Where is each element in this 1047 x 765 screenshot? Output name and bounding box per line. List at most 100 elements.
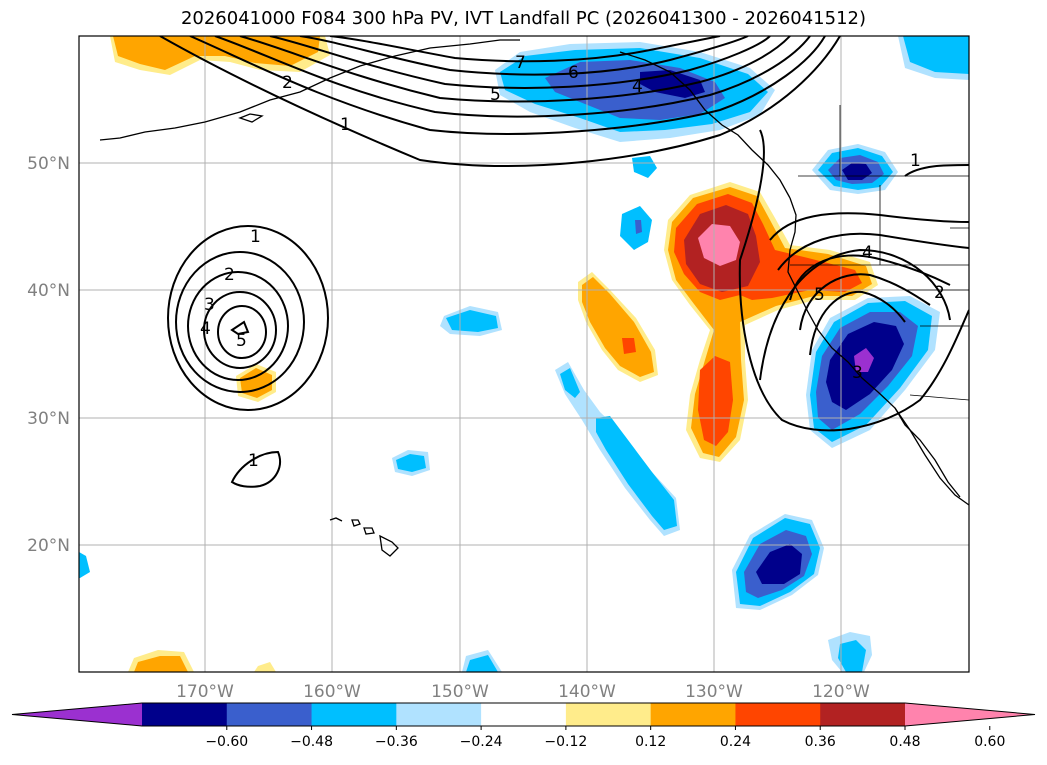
contour-label: 1 (910, 151, 921, 171)
contour-label: 5 (236, 331, 247, 351)
contour-line (269, 36, 771, 89)
lat-label: 40°N (27, 281, 70, 301)
contour-label: 5 (490, 85, 501, 105)
pv-negative-region (903, 36, 969, 74)
colorbar-tick-label: −0.36 (375, 734, 418, 750)
pv-negative-region (396, 454, 426, 472)
colorbar-tick-label: −0.24 (460, 734, 503, 750)
pv-negative-region (838, 640, 866, 672)
coastlines (99, 39, 969, 557)
contour-line (230, 450, 281, 488)
contour-line (214, 36, 811, 118)
contour-line (175, 251, 305, 393)
colorbar-outline (11, 702, 1036, 727)
contour-line (777, 232, 969, 271)
border (909, 394, 969, 401)
pv-negative-region (466, 655, 498, 672)
contour-label: 2 (934, 283, 945, 303)
pv-negative-region (446, 310, 498, 332)
pv-negative-region (596, 416, 677, 530)
colorbar-tick-label: 0.36 (805, 734, 836, 750)
pv-negative-region (79, 552, 90, 578)
colorbar-extend-max (905, 703, 1035, 726)
lon-label: 170°W (176, 682, 234, 702)
contour-label: 3 (852, 363, 863, 383)
colorbar-segment (481, 703, 567, 726)
contour-label: 5 (814, 285, 825, 305)
lon-label: 130°W (685, 682, 743, 702)
lon-label: 160°W (303, 682, 361, 702)
baja-coast (894, 407, 961, 498)
pv-negative-region (560, 368, 580, 398)
north-island (238, 113, 264, 123)
contour-label: 1 (340, 115, 351, 135)
contour-line (299, 36, 749, 76)
contour-label: 4 (632, 77, 643, 97)
contour-line (738, 129, 969, 432)
pv-positive-region (240, 368, 272, 398)
colorbar-segment (396, 703, 482, 726)
pv-positive-region (622, 338, 636, 354)
contour-label: 1 (248, 451, 259, 471)
pv-negative-region (635, 220, 642, 234)
pv-contours (159, 36, 969, 488)
contour-line (217, 305, 267, 359)
alaska-panhandle (619, 51, 791, 199)
latitude-labels: 50°N 40°N 30°N 20°N (27, 154, 70, 556)
contour-label: 7 (515, 53, 526, 73)
colorbar-segment (565, 703, 652, 726)
pv-shading (79, 36, 969, 672)
contour-line (759, 248, 951, 381)
contour-line (230, 320, 250, 336)
lon-label: 140°W (558, 682, 616, 702)
alaska-coastline (99, 39, 520, 141)
map-frame (78, 35, 970, 673)
contour-line (159, 36, 841, 167)
lon-label: 120°W (812, 682, 870, 702)
colorbar-tick-label: 0.60 (974, 734, 1005, 750)
hawaii-islands (329, 517, 399, 557)
contour-label: 3 (204, 295, 215, 315)
contour-line (167, 225, 329, 411)
map-panel: 2 1 7 5 6 4 1 2 3 4 5 1 1 4 5 2 3 (79, 36, 969, 672)
contour-label: 6 (568, 63, 579, 83)
lat-label: 50°N (27, 154, 70, 174)
colorbar-tick-label: 0.48 (889, 734, 920, 750)
colorbar-tick-label: 0.12 (635, 734, 666, 750)
contour-labels: 2 1 7 5 6 4 1 2 3 4 5 1 1 4 5 2 3 (200, 53, 945, 471)
contour-label: 4 (200, 319, 211, 339)
lon-label: 150°W (431, 682, 489, 702)
contour-line (769, 212, 969, 241)
contour-line (904, 164, 969, 177)
contour-line (187, 271, 289, 381)
contour-line (809, 290, 906, 356)
colorbar-tick-label: −0.60 (205, 734, 248, 750)
longitude-labels: 170°W 160°W 150°W 140°W 130°W 120°W (176, 682, 870, 702)
contour-line (203, 291, 277, 369)
contour-line (239, 36, 791, 103)
north-america-coastline (787, 197, 969, 506)
colorbar-segment (226, 703, 313, 726)
lat-label: 20°N (27, 536, 70, 556)
contour-label: 2 (224, 265, 235, 285)
colorbar-segment (820, 703, 906, 726)
pv-negative-region (854, 348, 874, 372)
colorbar-segment (650, 703, 736, 726)
lat-label: 30°N (27, 409, 70, 429)
contour-line (789, 254, 951, 301)
colorbar-tick-label: −0.12 (544, 734, 587, 750)
figure-title: 2026041000 F084 300 hPa PV, IVT Landfall… (180, 8, 867, 29)
colorbar-tick-label: −0.48 (290, 734, 333, 750)
colorbar-tick-label: 0.24 (720, 734, 751, 750)
colorbar-segment (142, 703, 228, 726)
political-borders (790, 105, 969, 401)
colorbar: −0.60 −0.48 −0.36 −0.24 −0.12 0.12 0.24 0.36 0.4… (11, 702, 1036, 750)
contour-label: 2 (282, 73, 293, 93)
gridlines (79, 36, 969, 672)
colorbar-segment (735, 703, 821, 726)
pv-negative-region (756, 544, 802, 584)
colorbar-segment (311, 703, 397, 726)
pv-positive-region (254, 662, 276, 672)
pv-positive-region (698, 356, 733, 446)
